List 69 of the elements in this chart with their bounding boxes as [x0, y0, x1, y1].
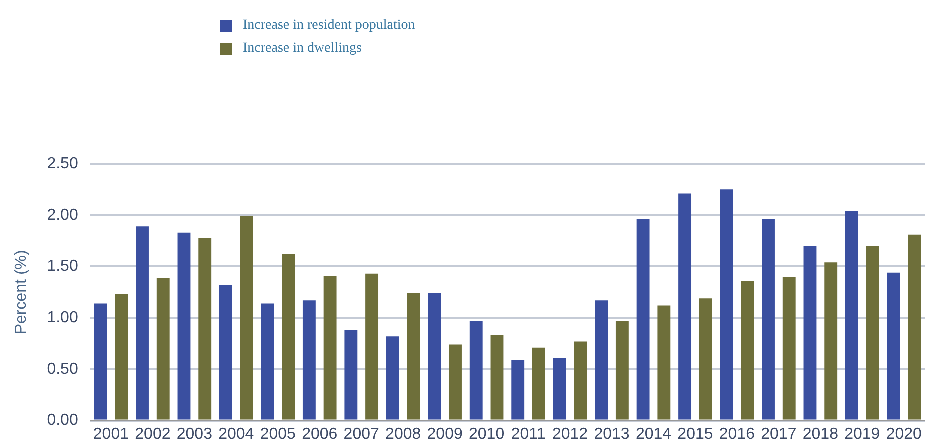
y-axis-title: Percent (%) [13, 250, 30, 335]
bar [220, 285, 232, 420]
bar [720, 190, 734, 420]
bar [616, 321, 629, 420]
bar [887, 272, 900, 420]
bar [782, 276, 796, 420]
x-tick-label: 2018 [802, 426, 839, 443]
bar [324, 276, 337, 420]
x-tick-label: 2019 [844, 426, 880, 443]
bar [595, 300, 608, 420]
x-tick-label: 2007 [344, 426, 380, 443]
x-tick-label: 2004 [218, 426, 254, 443]
legend-label: Increase in resident population [243, 18, 416, 34]
bar [407, 293, 420, 420]
x-tick-label: 2003 [176, 426, 213, 443]
bar [804, 246, 817, 420]
bar [658, 306, 671, 420]
legend-label: Increase in dwellings [243, 40, 362, 56]
x-tick-label: 2014 [636, 426, 672, 443]
bar [908, 234, 922, 420]
y-tick-label: 2.00 [47, 206, 78, 224]
bar [94, 304, 108, 420]
bar [846, 211, 858, 420]
x-tick-label: 2002 [135, 426, 171, 443]
bar [302, 300, 316, 420]
x-tick-label: 2016 [719, 426, 756, 443]
bar [178, 232, 191, 420]
x-tick-label: 2010 [469, 426, 505, 443]
bar [198, 238, 212, 420]
bar [470, 321, 483, 420]
bar [261, 304, 274, 420]
x-tick-label: 2001 [93, 426, 130, 443]
bar [240, 216, 254, 420]
bar [115, 294, 128, 420]
bar [449, 344, 462, 420]
bar [512, 360, 525, 420]
x-tick-label: 2020 [886, 426, 922, 443]
bar [532, 348, 546, 420]
bar [366, 274, 379, 420]
bar [386, 336, 400, 420]
bar [824, 262, 838, 420]
y-tick-label: 1.50 [47, 258, 78, 276]
x-tick-label: 2015 [678, 426, 714, 443]
bar [636, 219, 650, 420]
y-tick-label: 0.50 [47, 360, 78, 378]
bar [574, 342, 588, 420]
bar [553, 358, 566, 420]
bar [156, 278, 170, 420]
bar [490, 336, 504, 420]
x-tick-label: 2012 [552, 426, 588, 443]
bar [866, 246, 880, 420]
bar [136, 226, 149, 420]
bar [699, 298, 712, 420]
bar [428, 293, 442, 420]
y-tick-label: 1.00 [47, 309, 78, 326]
x-tick-label: 2009 [427, 426, 463, 443]
x-tick-label: 2006 [302, 426, 338, 443]
y-tick-label: 2.50 [47, 155, 78, 172]
x-tick-label: 2008 [386, 426, 422, 443]
bar [282, 254, 296, 420]
y-tick-label: 0.00 [47, 412, 78, 430]
x-tick-label: 2011 [511, 426, 546, 443]
bar [678, 194, 692, 420]
x-tick-label: 2013 [594, 426, 630, 443]
bar [741, 281, 754, 420]
x-tick-label: 2005 [260, 426, 296, 443]
bar [344, 330, 358, 420]
bar [762, 219, 775, 420]
x-tick-label: 2017 [761, 426, 797, 443]
